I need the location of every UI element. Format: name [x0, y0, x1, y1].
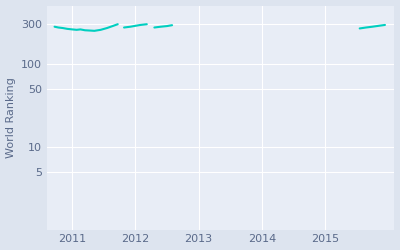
Y-axis label: World Ranking: World Ranking	[6, 77, 16, 158]
